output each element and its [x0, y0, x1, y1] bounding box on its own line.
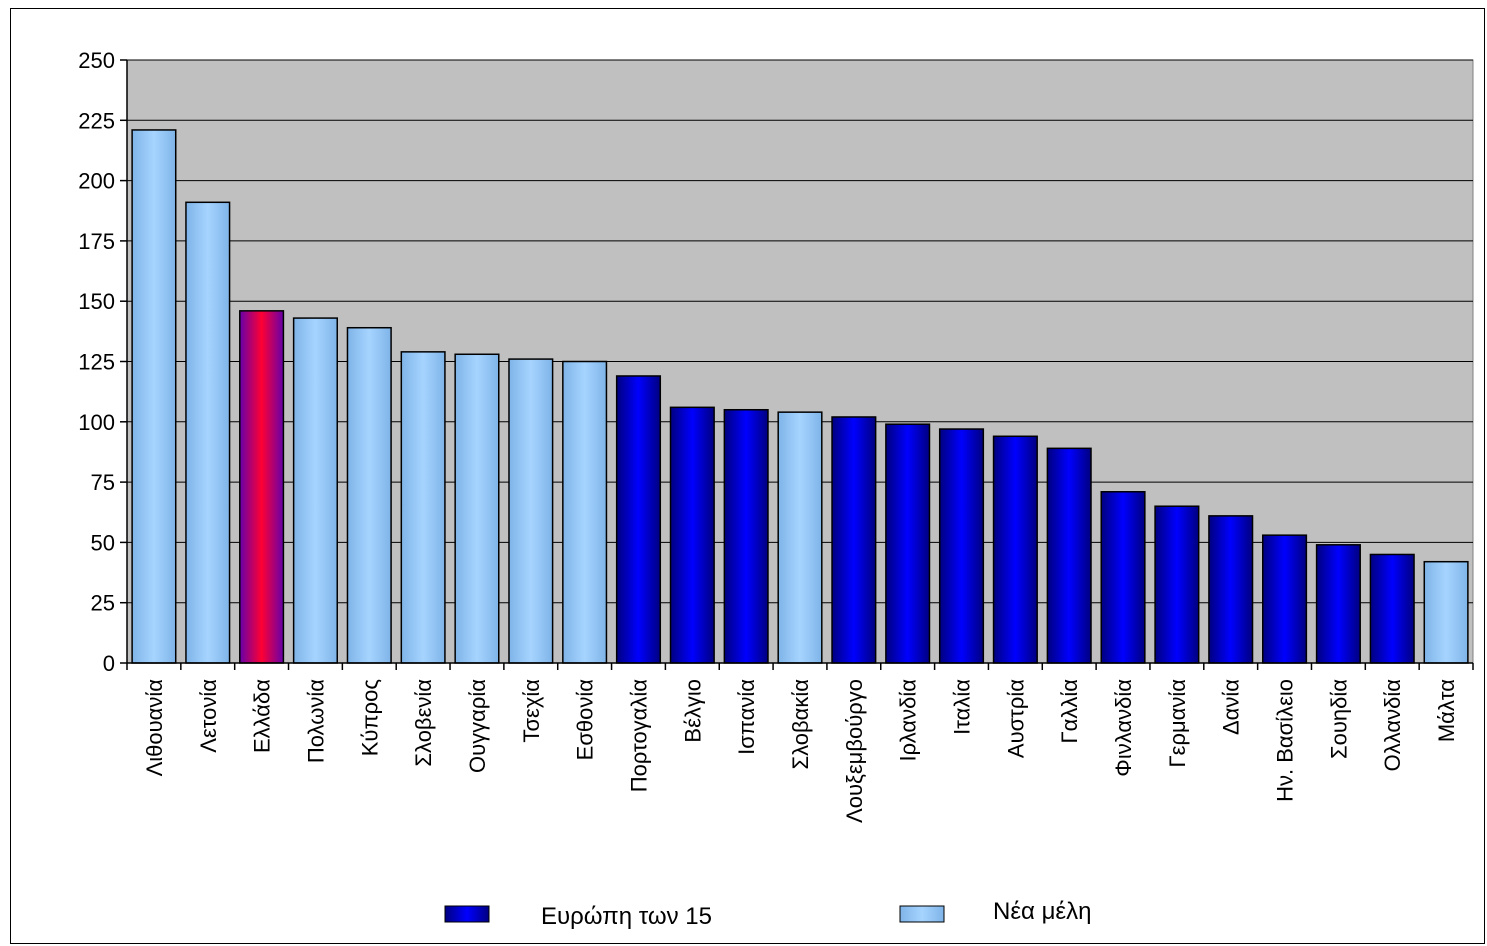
bar-8 — [508, 358, 554, 664]
bar-2 — [185, 201, 231, 664]
x-category-label: Ην. Βασίλειο — [1273, 679, 1298, 802]
x-category-label: Μάλτα — [1434, 679, 1459, 742]
bar-6 — [400, 351, 446, 664]
bar-13 — [777, 411, 823, 664]
y-tick-label: 75 — [91, 470, 115, 495]
x-category-label: Λουξεμβούργο — [842, 679, 867, 823]
bar-5 — [346, 326, 392, 664]
legend-label-eu15: Ευρώπη των 15 — [541, 903, 712, 930]
x-category-label: Ιρλανδία — [896, 679, 921, 762]
x-category-label: Φινλανδία — [1111, 679, 1136, 777]
x-category-label: Γαλλία — [1057, 679, 1082, 744]
x-category-label: Σλοβενία — [411, 679, 436, 767]
bar-24 — [1369, 553, 1415, 664]
bar-12 — [723, 408, 769, 664]
bar-23 — [1315, 544, 1361, 664]
x-category-label: Λετονία — [196, 679, 221, 753]
x-category-label: Τσεχία — [519, 679, 544, 743]
x-category-label: Εσθονία — [573, 679, 598, 761]
y-tick-label: 0 — [103, 651, 115, 676]
bar-3 — [239, 310, 285, 664]
y-tick-label: 25 — [91, 591, 115, 616]
y-tick-label: 200 — [78, 169, 115, 194]
y-tick-label: 225 — [78, 108, 115, 133]
bar-7 — [454, 353, 500, 664]
x-category-label: Γερμανία — [1165, 679, 1190, 768]
y-tick-label: 175 — [78, 229, 115, 254]
x-category-label: Λιθουανία — [142, 679, 167, 777]
x-category-label: Ισπανία — [734, 679, 759, 755]
bar-15 — [885, 423, 931, 664]
y-tick-label: 50 — [91, 530, 115, 555]
x-category-label: Κύπρος — [357, 679, 382, 756]
y-tick-labels: 0 25 50 75 100 125 150 175 200 225 250 — [78, 48, 115, 676]
x-category-label: Ολλανδία — [1380, 679, 1405, 772]
x-category-label: Πορτογαλία — [626, 679, 651, 793]
bar-1 — [131, 129, 177, 664]
x-category-label: Αυστρία — [1003, 679, 1028, 758]
bar-25 — [1423, 560, 1469, 664]
x-category-label: Σλοβακία — [788, 679, 813, 770]
category-labels: Λιθουανία Λετονία Ελλάδα Πολωνία Κύπρος Σλοβε… — [142, 679, 1459, 823]
bar-10 — [615, 375, 662, 664]
bar-19 — [1100, 490, 1146, 664]
legend: Ευρώπη των 15 Νέα μέλη — [444, 898, 1091, 930]
legend-label-new: Νέα μέλη — [993, 898, 1091, 925]
x-category-label: Πολωνία — [303, 679, 328, 763]
bar-22 — [1262, 534, 1308, 664]
x-category-label: Σουηδία — [1326, 679, 1351, 759]
bar-11 — [669, 406, 715, 664]
bar-16 — [938, 428, 985, 664]
bar-17 — [992, 435, 1038, 664]
bar-18 — [1046, 447, 1092, 664]
y-tick-label: 125 — [78, 350, 115, 375]
bar-14 — [831, 416, 877, 664]
x-category-label: Ιταλία — [950, 679, 975, 735]
x-category-label: Ελλάδα — [250, 679, 275, 753]
bar-21 — [1208, 515, 1254, 664]
x-category-label: Βέλγιο — [680, 679, 705, 743]
x-category-label: Δανία — [1219, 679, 1244, 735]
legend-swatch-new — [899, 905, 945, 923]
legend-swatch-eu15 — [444, 905, 490, 923]
y-tick-label: 150 — [78, 289, 115, 314]
y-tick-label: 100 — [78, 410, 115, 435]
bar-4 — [292, 317, 338, 664]
bar-20 — [1154, 505, 1200, 664]
y-tick-label: 250 — [78, 48, 115, 73]
x-category-label: Ουγγαρία — [465, 679, 490, 773]
bar-9 — [562, 360, 608, 664]
axes — [120, 59, 1474, 670]
